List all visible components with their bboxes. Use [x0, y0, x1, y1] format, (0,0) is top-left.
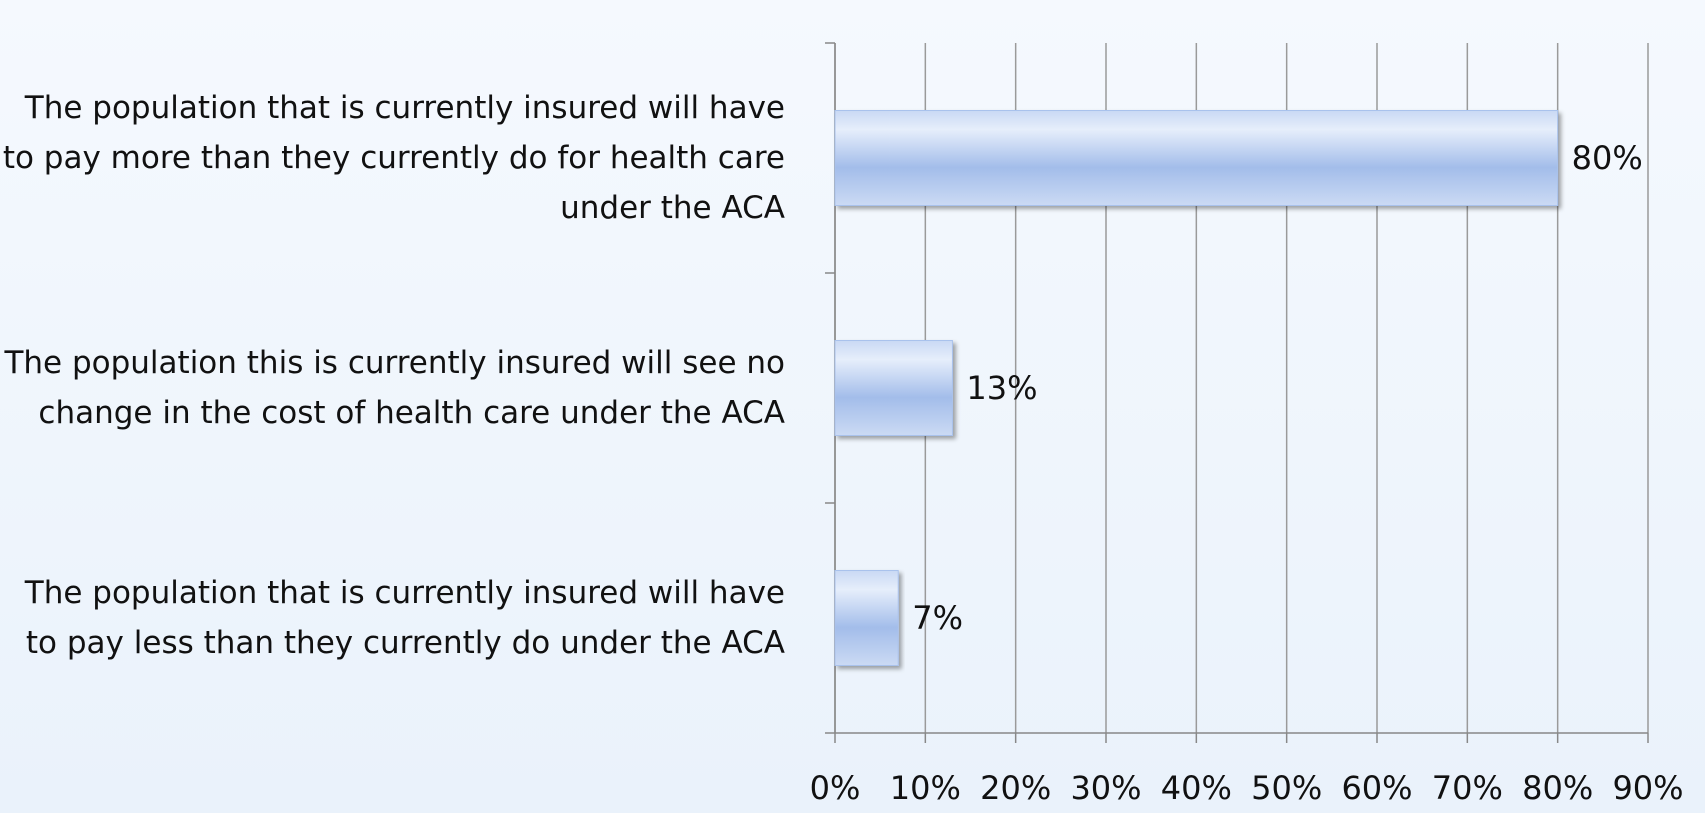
x-tick-label: 60%	[1341, 769, 1412, 807]
category-label: The population that is currently insured…	[2, 90, 785, 226]
bar	[834, 340, 953, 436]
x-tick-label: 10%	[890, 769, 961, 807]
category-label: The population this is currently insured…	[4, 345, 785, 431]
value-label: 80%	[1572, 139, 1643, 177]
x-tick-label: 40%	[1161, 769, 1232, 807]
value-label: 7%	[912, 599, 963, 637]
category-label: The population that is currently insured…	[24, 575, 785, 661]
x-tick-label: 0%	[810, 769, 861, 807]
x-tick-label: 80%	[1522, 769, 1593, 807]
x-tick-label: 50%	[1251, 769, 1322, 807]
x-tick-label: 70%	[1432, 769, 1503, 807]
x-tick-label: 90%	[1612, 769, 1683, 807]
x-tick-label: 30%	[1070, 769, 1141, 807]
bar	[834, 110, 1559, 206]
value-label: 13%	[966, 369, 1037, 407]
bar	[834, 570, 899, 666]
x-tick-label: 20%	[980, 769, 1051, 807]
